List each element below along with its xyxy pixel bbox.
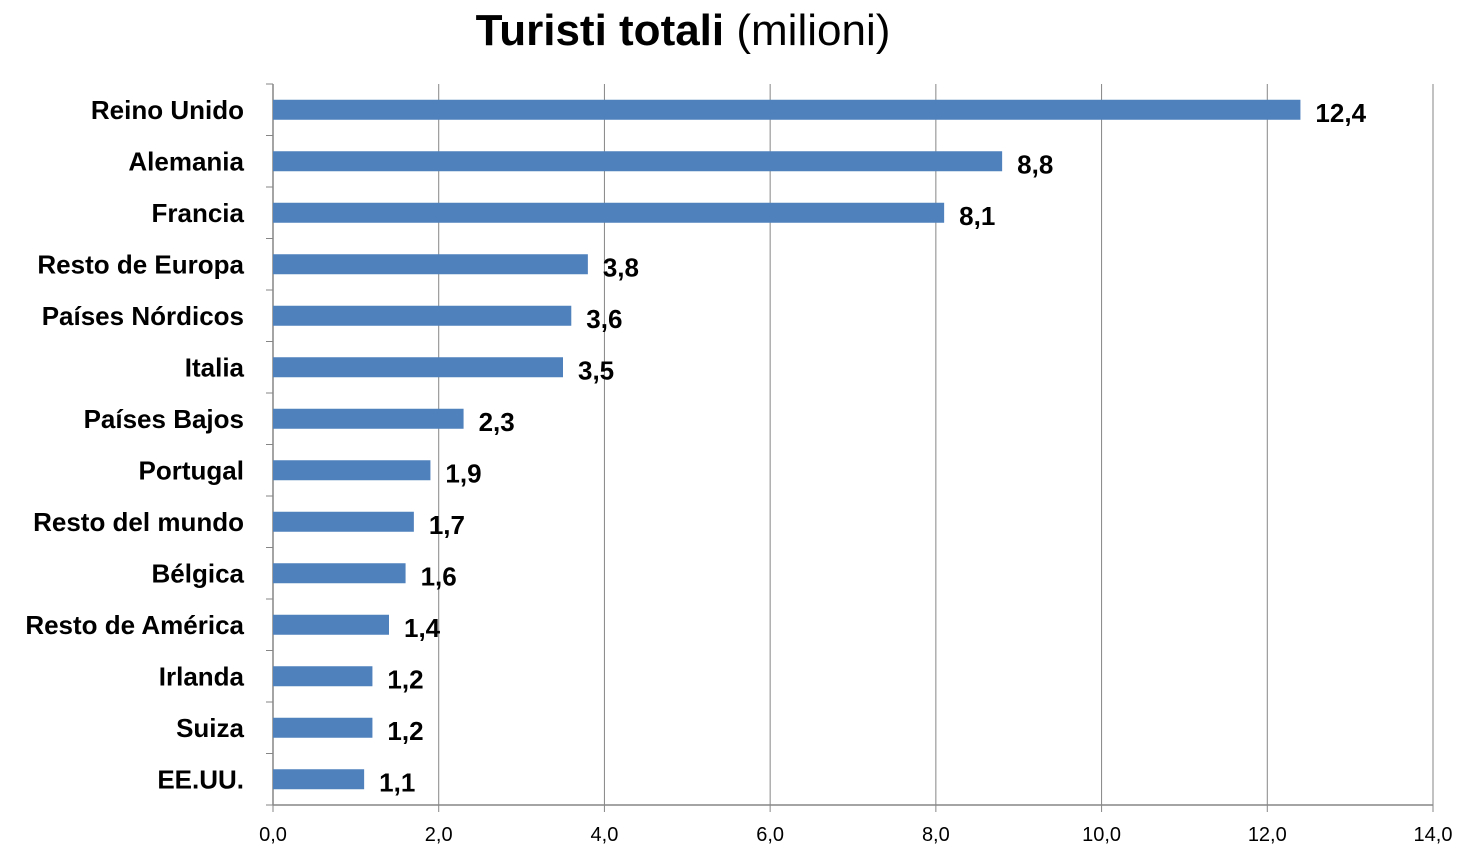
category-label: Irlanda [159,661,245,691]
bar [273,563,406,584]
category-label: Resto de Europa [37,249,244,279]
x-tick-label: 6,0 [756,824,784,846]
data-label: 8,1 [959,201,995,231]
data-label: 1,1 [379,767,415,797]
data-label: 3,6 [586,304,622,334]
bar [273,460,431,481]
bar [273,357,563,378]
data-label: 1,9 [445,458,481,488]
chart-title: Turisti totali (milioni) [0,6,1366,56]
bar [273,769,365,790]
data-label: 8,8 [1017,149,1053,179]
category-label: Resto de América [25,610,244,640]
data-label: 3,5 [578,355,614,385]
bar [273,254,588,275]
data-label: 1,4 [404,613,441,643]
data-label: 12,4 [1315,98,1366,128]
data-label: 3,8 [603,252,639,282]
category-label: Alemania [128,146,244,176]
category-label: Portugal [139,455,244,485]
x-tick-label: 2,0 [425,824,453,846]
category-label: EE.UU. [157,764,244,794]
data-label: 1,6 [421,561,457,591]
data-label: 1,2 [387,716,423,746]
x-tick-label: 14,0 [1414,824,1453,846]
bar [273,408,464,429]
category-label: Reino Unido [91,95,244,125]
bar [273,99,1301,120]
bar [273,305,572,326]
x-tick-label: 4,0 [591,824,619,846]
bar [273,151,1003,172]
bar [273,202,945,223]
data-label: 1,2 [387,664,423,694]
bar [273,614,389,635]
category-label: Suiza [176,713,244,743]
category-label: Países Bajos [84,404,244,434]
x-tick-label: 0,0 [259,824,287,846]
data-label: 2,3 [479,407,515,437]
x-tick-label: 8,0 [922,824,950,846]
category-label: Países Nórdicos [42,301,244,331]
chart-title-main: Turisti totali [475,6,725,55]
bar [273,717,373,738]
data-label: 1,7 [429,510,465,540]
x-tick-label: 12,0 [1248,824,1287,846]
chart-title-unit: (milioni) [736,6,891,55]
category-label: Bélgica [152,558,245,588]
bar [273,511,414,532]
category-label: Resto del mundo [33,507,244,537]
category-label: Francia [152,198,245,228]
category-label: Italia [185,352,245,382]
bar [273,666,373,687]
x-tick-label: 10,0 [1082,824,1121,846]
